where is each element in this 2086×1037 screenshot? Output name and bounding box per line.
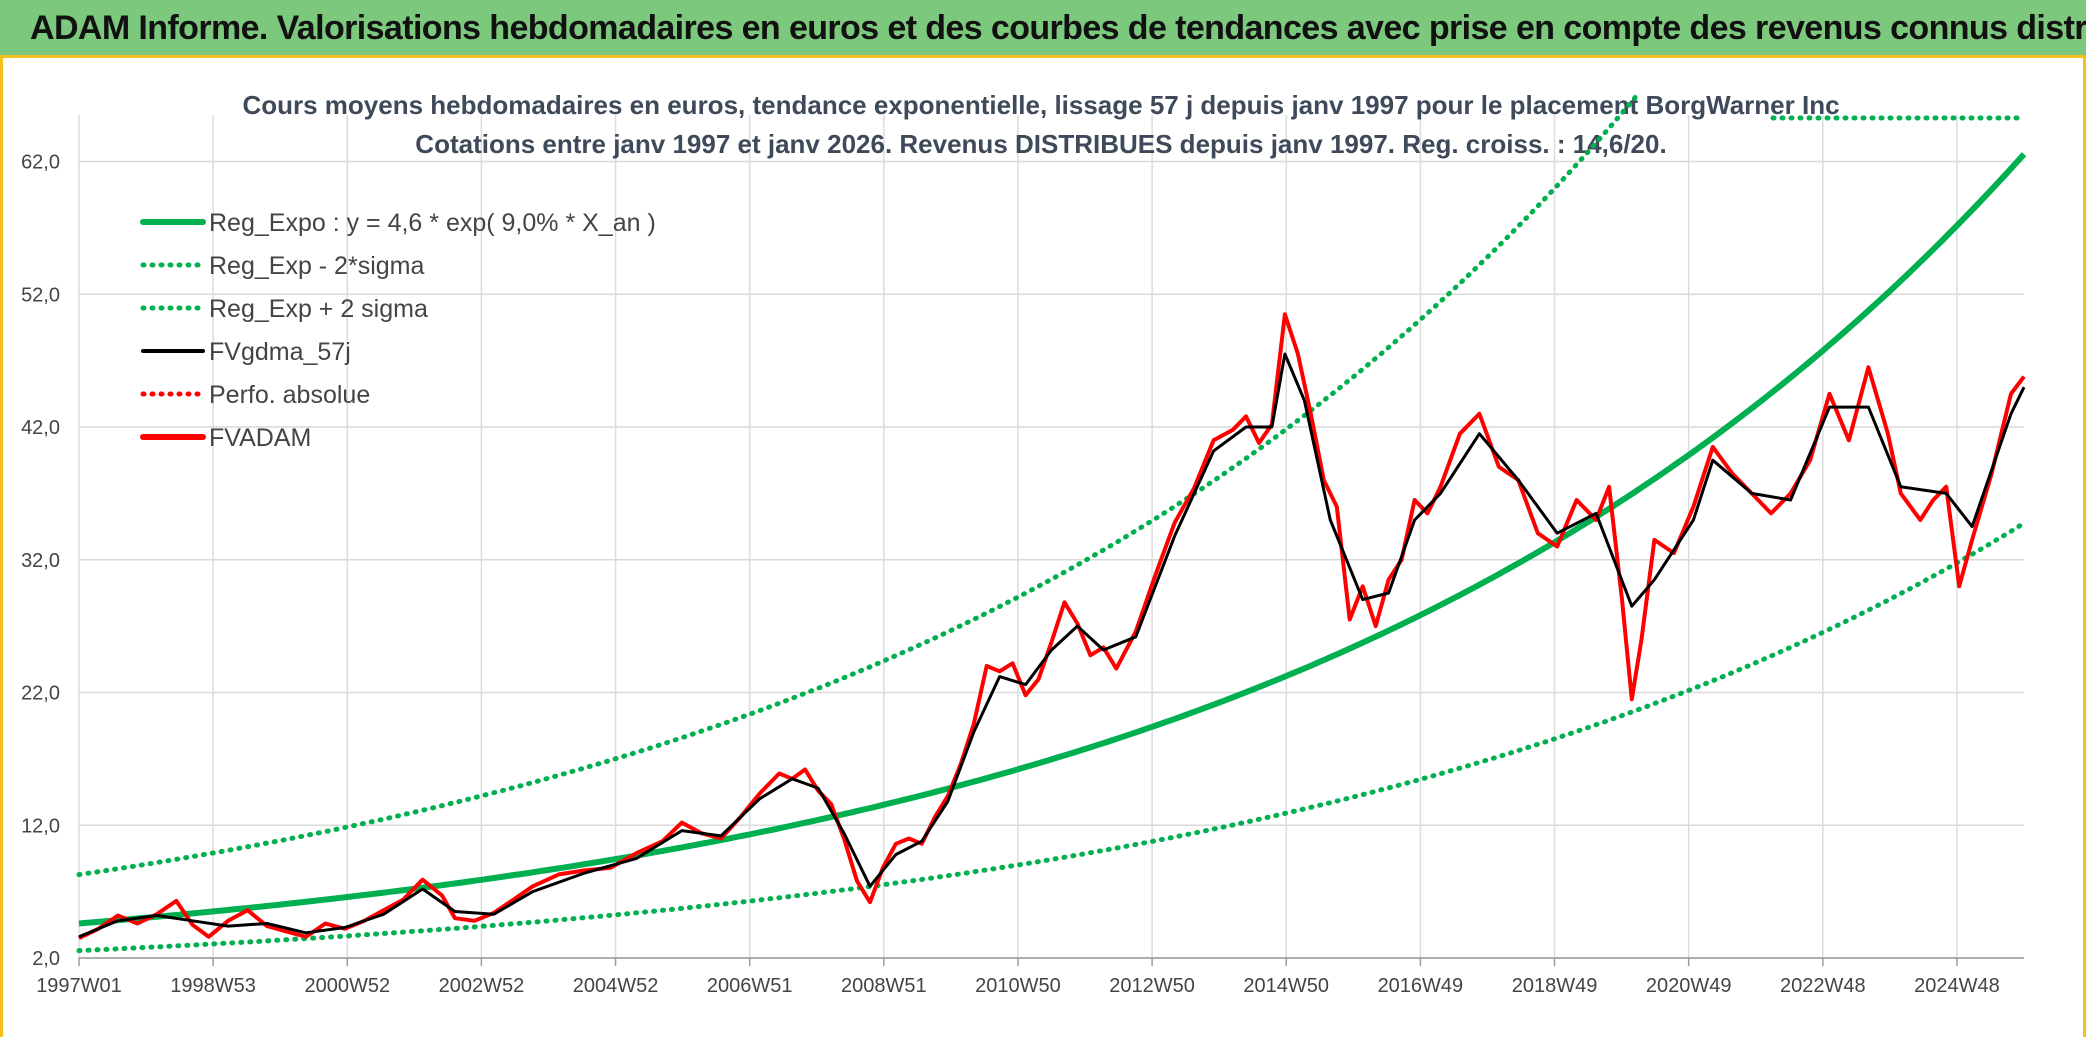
x-tick-label: 1998W53 <box>170 975 256 997</box>
legend-label: FVgdma_57j <box>209 338 351 366</box>
reg-expo-line <box>78 152 2027 927</box>
y-tick-label: 12,0 <box>21 815 60 837</box>
x-tick-label: 2012W50 <box>1109 975 1195 997</box>
x-tick-label: 2016W49 <box>1378 975 1464 997</box>
chart-subtitle-line2: Cotations entre janv 1997 et janv 2026. … <box>415 129 1666 159</box>
x-tick-label: 2004W52 <box>573 975 659 997</box>
page-title: ADAM Informe. Valorisations hebdomadaire… <box>30 9 2086 47</box>
legend-label: FVADAM <box>209 424 311 452</box>
legend-label: Reg_Exp - 2*sigma <box>209 252 424 280</box>
reg-exp-minus-2sigma-line <box>76 520 2027 954</box>
chart-grid <box>78 115 2024 966</box>
x-tick-label: 2006W51 <box>707 975 793 997</box>
x-tick-label: 1997W01 <box>36 975 122 997</box>
series-layer <box>76 95 2027 954</box>
y-tick-label: 2,0 <box>32 948 60 970</box>
x-tick-label: 2000W52 <box>304 975 390 997</box>
y-tick-label: 22,0 <box>21 683 60 705</box>
legend-label: Reg_Exp + 2 sigma <box>209 295 428 323</box>
axis-ticks: 2,0 12,0 22,0 32,0 42,0 52,0 62,0 1997W01 1998W5… <box>21 152 2000 997</box>
legend-label: Perfo. absolue <box>209 381 370 409</box>
x-tick-label: 2010W50 <box>975 975 1061 997</box>
header-banner: ADAM Informe. Valorisations hebdomadaire… <box>0 0 2086 58</box>
chart-legend: Reg_Expo : y = 4,6 * exp( 9,0% * X_an ) R… <box>140 209 656 452</box>
chart-subtitle-line1: Cours moyens hebdomadaires en euros, ten… <box>242 90 1839 120</box>
y-tick-label: 42,0 <box>21 417 60 439</box>
chart-frame <box>0 58 2086 1037</box>
legend-label: Reg_Expo : y = 4,6 * exp( 9,0% * X_an ) <box>209 209 656 237</box>
x-tick-label: 2014W50 <box>1243 975 1329 997</box>
x-tick-label: 2024W48 <box>1914 975 2000 997</box>
x-tick-label: 2020W49 <box>1646 975 1732 997</box>
x-tick-label: 2018W49 <box>1512 975 1598 997</box>
x-tick-label: 2002W52 <box>439 975 525 997</box>
x-tick-label: 2022W48 <box>1780 975 1866 997</box>
y-tick-label: 52,0 <box>21 284 60 306</box>
y-tick-label: 62,0 <box>21 152 60 174</box>
x-tick-label: 2008W51 <box>841 975 927 997</box>
y-tick-label: 32,0 <box>21 550 60 572</box>
fvadam-line <box>78 312 2026 940</box>
fvgdma-57j-line <box>78 352 2026 939</box>
